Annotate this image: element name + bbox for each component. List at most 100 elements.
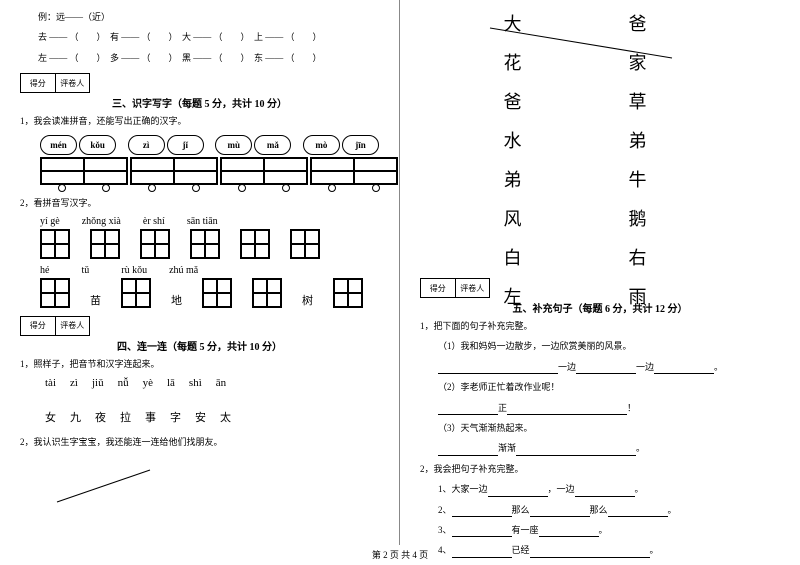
grid-row-2: 苗 地 树 bbox=[40, 278, 379, 308]
s3-blank: 渐渐。 bbox=[420, 441, 780, 455]
s1: （1）我和妈妈一边散步，一边欣赏美丽的风景。 bbox=[420, 339, 780, 353]
t: 渐渐 bbox=[498, 443, 516, 453]
grid-label: 地 bbox=[171, 292, 182, 308]
m: 夜 bbox=[95, 409, 106, 425]
match-char-row: 女 九 夜 拉 事 字 安 太 bbox=[45, 409, 379, 425]
char-grid bbox=[40, 278, 70, 308]
match-line-svg-right bbox=[420, 10, 780, 270]
t: 一边 bbox=[558, 362, 576, 372]
car bbox=[40, 157, 128, 192]
m: 事 bbox=[145, 409, 156, 425]
example-line: 例：远——（近） bbox=[20, 10, 379, 24]
s3: （3）天气渐渐热起来。 bbox=[420, 421, 780, 435]
char-match-area: 大 花 爸 水 弟 风 白 左 爸 家 草 弟 牛 鹅 右 雨 bbox=[420, 10, 780, 270]
score-box-3: 得分 评卷人 bbox=[20, 73, 90, 93]
char-grid bbox=[240, 229, 270, 259]
py: èr shí bbox=[143, 216, 165, 227]
py: rù kǒu bbox=[121, 265, 147, 276]
cloud: jǐ bbox=[167, 135, 204, 155]
cloud: mǎ bbox=[254, 135, 291, 155]
char: 雨 bbox=[629, 283, 647, 309]
py: sān tiān bbox=[187, 216, 218, 227]
car-row bbox=[40, 157, 379, 192]
pinyin-row-2: hé tǔ rù kǒu zhú mǎ bbox=[40, 265, 379, 276]
m: 女 bbox=[45, 409, 56, 425]
car bbox=[130, 157, 218, 192]
score-label: 得分 bbox=[21, 317, 56, 335]
m: shì bbox=[189, 377, 202, 389]
char-grid bbox=[290, 229, 320, 259]
score-label: 得分 bbox=[421, 279, 456, 297]
q4-2: 2，我认识生字宝宝，我还能连一连给他们找朋友。 bbox=[20, 435, 379, 449]
py: zhú mǎ bbox=[169, 265, 198, 276]
l1: 1、大家一边，一边。 bbox=[420, 482, 780, 496]
cloud: kǒu bbox=[79, 135, 116, 155]
match-line-svg bbox=[45, 472, 345, 473]
l3: 3、有一座。 bbox=[420, 523, 780, 537]
grader-label: 评卷人 bbox=[456, 279, 490, 297]
cloud: mén bbox=[40, 135, 77, 155]
char-grid bbox=[333, 278, 363, 308]
cloud-row: mén kǒu zì jǐ mù mǎ mò jīn bbox=[40, 135, 379, 155]
char-grid bbox=[252, 278, 282, 308]
t: 2、 bbox=[438, 505, 452, 515]
grader-label: 评卷人 bbox=[56, 317, 90, 335]
t: ，一边 bbox=[548, 484, 575, 494]
t: 1、大家一边 bbox=[438, 484, 488, 494]
antonym-row-1: 去 —— （ ） 有 —— （ ） 大 —— （ ） 上 —— （ ） bbox=[20, 30, 379, 44]
t: 那么 bbox=[512, 505, 530, 515]
score-label: 得分 bbox=[21, 74, 56, 92]
py: tǔ bbox=[81, 265, 89, 276]
m: lā bbox=[167, 377, 175, 389]
cloud: mò bbox=[303, 135, 340, 155]
score-box-5: 得分 评卷人 bbox=[420, 278, 490, 298]
cloud: mù bbox=[215, 135, 252, 155]
match-pinyin-row: tài zì jiǔ nǚ yè lā shì ān bbox=[45, 377, 379, 389]
py: yí gè bbox=[40, 216, 60, 227]
cloud: zì bbox=[128, 135, 165, 155]
m: 太 bbox=[220, 409, 231, 425]
q5-2: 2，我会把句子补充完整。 bbox=[420, 462, 780, 476]
m: jiǔ bbox=[92, 377, 104, 389]
page-footer: 第 2 页 共 4 页 bbox=[0, 548, 800, 561]
char-grid bbox=[202, 278, 232, 308]
char: 左 bbox=[504, 283, 522, 309]
char-grid bbox=[40, 229, 70, 259]
t: 有一座 bbox=[512, 525, 539, 535]
m: zì bbox=[70, 377, 78, 389]
grader-label: 评卷人 bbox=[56, 74, 90, 92]
t: 一边 bbox=[636, 362, 654, 372]
q3-2: 2，看拼音写汉字。 bbox=[20, 196, 379, 210]
char-grid bbox=[90, 229, 120, 259]
q4-1: 1，照样子，把音节和汉字连起来。 bbox=[20, 357, 379, 371]
m: 字 bbox=[170, 409, 181, 425]
score-box-4: 得分 评卷人 bbox=[20, 316, 90, 336]
t: 正 bbox=[498, 403, 507, 413]
left-column: 例：远——（近） 去 —— （ ） 有 —— （ ） 大 —— （ ） 上 ——… bbox=[0, 0, 400, 545]
m: 安 bbox=[195, 409, 206, 425]
s1-blank: 一边一边。 bbox=[420, 360, 780, 374]
grid-label: 苗 bbox=[90, 292, 101, 308]
grid-label: 树 bbox=[302, 292, 313, 308]
t: 那么 bbox=[590, 505, 608, 515]
m: ān bbox=[216, 377, 226, 389]
section-3-title: 三、识字写字（每题 5 分，共计 10 分） bbox=[20, 95, 379, 110]
m: yè bbox=[143, 377, 153, 389]
car bbox=[220, 157, 308, 192]
m: 九 bbox=[70, 409, 81, 425]
char-grid bbox=[190, 229, 220, 259]
q5-1: 1，把下面的句子补充完整。 bbox=[420, 319, 780, 333]
py: zhǒng xià bbox=[82, 216, 121, 227]
l2: 2、那么那么。 bbox=[420, 503, 780, 517]
char-grid bbox=[121, 278, 151, 308]
pinyin-row-1: yí gè zhǒng xià èr shí sān tiān bbox=[40, 216, 379, 227]
s2: （2）李老师正忙着改作业呢！ bbox=[420, 380, 780, 394]
q3-1: 1，我会读准拼音，还能写出正确的汉字。 bbox=[20, 114, 379, 128]
section-5-title: 五、补充句子（每题 6 分，共计 12 分） bbox=[420, 300, 780, 315]
m: 拉 bbox=[120, 409, 131, 425]
section-4-title: 四、连一连（每题 5 分，共计 10 分） bbox=[20, 338, 379, 353]
m: nǚ bbox=[118, 377, 129, 389]
char-grid bbox=[140, 229, 170, 259]
grid-row-1 bbox=[40, 229, 379, 259]
car bbox=[310, 157, 398, 192]
